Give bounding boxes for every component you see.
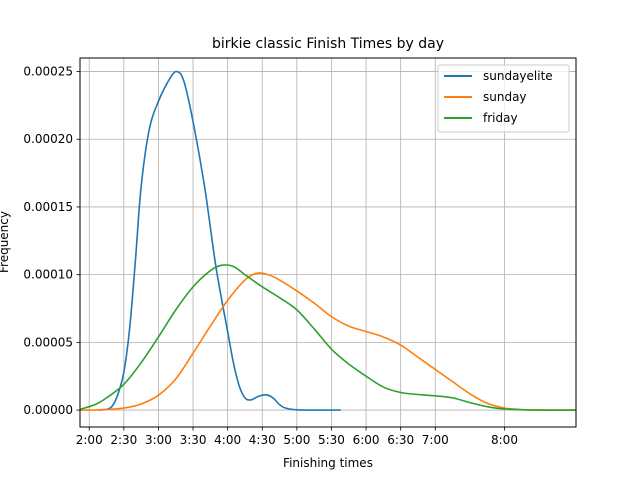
series-line-friday — [80, 264, 576, 411]
x-tick-label: 3:00 — [145, 433, 172, 447]
y-axis-ticks: 0.00000 0.00005 0.00010 0.00015 0.00020 0.000… — [23, 65, 80, 417]
y-tick-label: 0.00005 — [23, 335, 73, 349]
series-layer — [80, 70, 576, 411]
x-tick-label: 3:30 — [180, 433, 207, 447]
x-tick-label: 5:00 — [283, 433, 310, 447]
x-tick-label: 5:30 — [318, 433, 345, 447]
x-tick-label: 2:00 — [76, 433, 103, 447]
legend-label-sunday: sunday — [483, 90, 527, 104]
x-tick-label: 7:00 — [422, 433, 449, 447]
legend: sundayelite sunday friday — [437, 64, 570, 133]
chart-title: birkie classic Finish Times by day — [212, 36, 444, 52]
x-tick-label: 6:30 — [387, 433, 414, 447]
y-tick-label: 0.00015 — [23, 200, 73, 214]
legend-label-sundayelite: sundayelite — [483, 69, 553, 83]
legend-box — [437, 64, 570, 133]
plot-frame — [79, 57, 577, 428]
y-tick-label: 0.00010 — [23, 268, 73, 282]
y-tick-label: 0.00025 — [23, 65, 73, 79]
x-tick-label: 4:30 — [249, 433, 276, 447]
series-line-sundayelite — [98, 70, 341, 411]
x-axis-label: Finishing times — [283, 456, 373, 470]
series-line-sunday — [80, 272, 576, 411]
y-tick-label: 0.00020 — [23, 132, 73, 146]
x-tick-label: 4:00 — [214, 433, 241, 447]
x-tick-label: 8:00 — [491, 433, 518, 447]
y-tick-label: 0.00000 — [23, 403, 73, 417]
grid — [80, 58, 576, 427]
x-tick-label: 6:00 — [353, 433, 380, 447]
y-axis-label: Frequency — [0, 211, 11, 273]
x-axis-ticks: 2:00 2:30 3:00 3:30 4:00 4:30 5:00 5:30 6:00 6:30… — [76, 427, 518, 447]
x-tick-label: 2:30 — [110, 433, 137, 447]
legend-label-friday: friday — [483, 111, 518, 125]
